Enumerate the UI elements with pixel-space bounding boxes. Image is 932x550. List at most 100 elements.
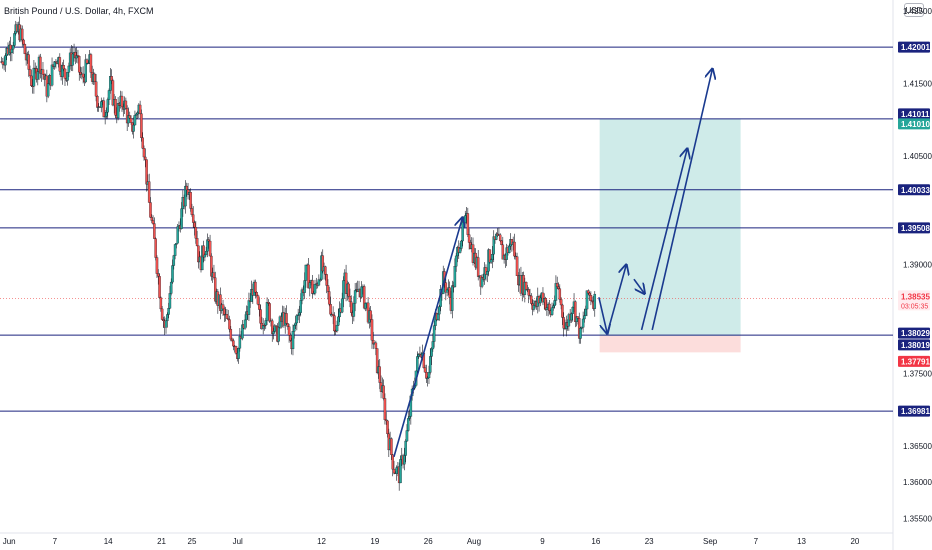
candle-body — [593, 293, 597, 309]
candle-body — [293, 325, 296, 332]
candle-body — [36, 71, 40, 80]
y-tick-label: 1.36500 — [903, 442, 932, 451]
candle-body — [552, 305, 555, 308]
y-tick-label: 1.41500 — [903, 79, 932, 88]
x-tick-label: 19 — [370, 537, 379, 546]
candle-body — [458, 248, 462, 253]
trend-arrow — [651, 69, 712, 331]
candle-body — [303, 280, 306, 293]
candle-body — [392, 468, 396, 474]
candle-body — [58, 57, 62, 72]
candle-body — [175, 243, 178, 245]
candle-body — [195, 238, 199, 247]
candle-body — [317, 279, 321, 286]
candle-body — [524, 281, 528, 290]
candle-body — [430, 348, 433, 357]
candle-body — [157, 273, 160, 277]
y-tick-label: 1.42500 — [903, 7, 932, 16]
candle-body — [39, 56, 42, 74]
candle-body — [451, 285, 454, 311]
candle-body — [399, 459, 402, 484]
candle-body — [448, 287, 451, 298]
candle-body — [532, 305, 536, 310]
trend-arrow — [393, 218, 463, 458]
candle-body — [110, 76, 113, 81]
candle-body — [238, 336, 242, 349]
candle-body — [264, 320, 268, 326]
entry-label-bg — [898, 339, 930, 351]
candle-body — [138, 104, 142, 114]
stop-label: 1.37791 — [901, 357, 930, 366]
candle-body — [66, 72, 69, 81]
candle-body — [429, 356, 432, 373]
y-tick-label: 1.35500 — [903, 514, 932, 523]
candle-body — [50, 64, 54, 86]
candle-body — [369, 310, 372, 320]
candle-body — [172, 255, 176, 266]
candle-body — [370, 319, 374, 341]
candle-body — [298, 312, 301, 316]
level-label: 1.40033 — [901, 186, 930, 195]
candle-body — [46, 83, 50, 97]
trend-arrow — [598, 297, 607, 333]
candle-body — [166, 314, 169, 322]
candle-body — [574, 301, 577, 322]
candle-body — [259, 309, 262, 324]
candle-body — [144, 156, 147, 160]
level-label-bg — [898, 41, 930, 53]
y-tick-label: 1.39000 — [903, 261, 932, 270]
level-label-bg — [898, 327, 930, 339]
candle-body — [530, 295, 533, 304]
candle-body — [173, 244, 177, 256]
candle-body — [347, 283, 350, 297]
currency-badge[interactable]: USD — [904, 3, 924, 17]
candle-body — [331, 313, 335, 316]
candle-body — [403, 455, 406, 465]
candle-body — [28, 69, 32, 77]
candle-body — [570, 313, 573, 321]
candle-body — [107, 90, 111, 100]
candle-body — [1, 61, 5, 65]
candle-body — [140, 113, 143, 138]
candle-body — [548, 303, 551, 311]
candle-body — [460, 240, 463, 249]
candle-body — [150, 217, 154, 221]
candle-body — [129, 118, 133, 123]
candle-body — [327, 291, 331, 305]
candle-body — [132, 124, 135, 132]
candle-body — [67, 65, 71, 73]
candle-body — [41, 69, 45, 75]
candle-body — [287, 326, 291, 336]
candle-body — [151, 220, 155, 224]
stop-label-bg — [898, 355, 930, 367]
candle-body — [362, 286, 366, 309]
candle-body — [185, 185, 189, 191]
candle-body — [372, 340, 375, 345]
trend-arrow — [633, 278, 645, 294]
candle-body — [191, 214, 195, 223]
candle-body — [581, 318, 585, 328]
candle-body — [454, 255, 458, 267]
candle-body — [203, 254, 207, 258]
candle-body — [232, 340, 235, 347]
candle-body — [105, 112, 108, 117]
trend-arrow — [606, 265, 626, 334]
candle-body — [190, 208, 194, 215]
candle-body — [114, 99, 117, 116]
candle-body — [342, 280, 345, 299]
candle-body — [589, 295, 593, 301]
candle-body — [329, 304, 332, 315]
candle-body — [408, 416, 411, 419]
candle-body — [466, 213, 470, 235]
candle-body — [96, 96, 99, 108]
candle-body — [489, 259, 493, 263]
candle-body — [145, 159, 148, 185]
candle-body — [308, 282, 312, 289]
candle-body — [501, 244, 505, 260]
candle-body — [500, 240, 503, 246]
candle-body — [221, 304, 225, 310]
y-tick-label: 1.36000 — [903, 478, 932, 487]
candle-body — [206, 239, 209, 252]
candle-body — [160, 308, 164, 320]
